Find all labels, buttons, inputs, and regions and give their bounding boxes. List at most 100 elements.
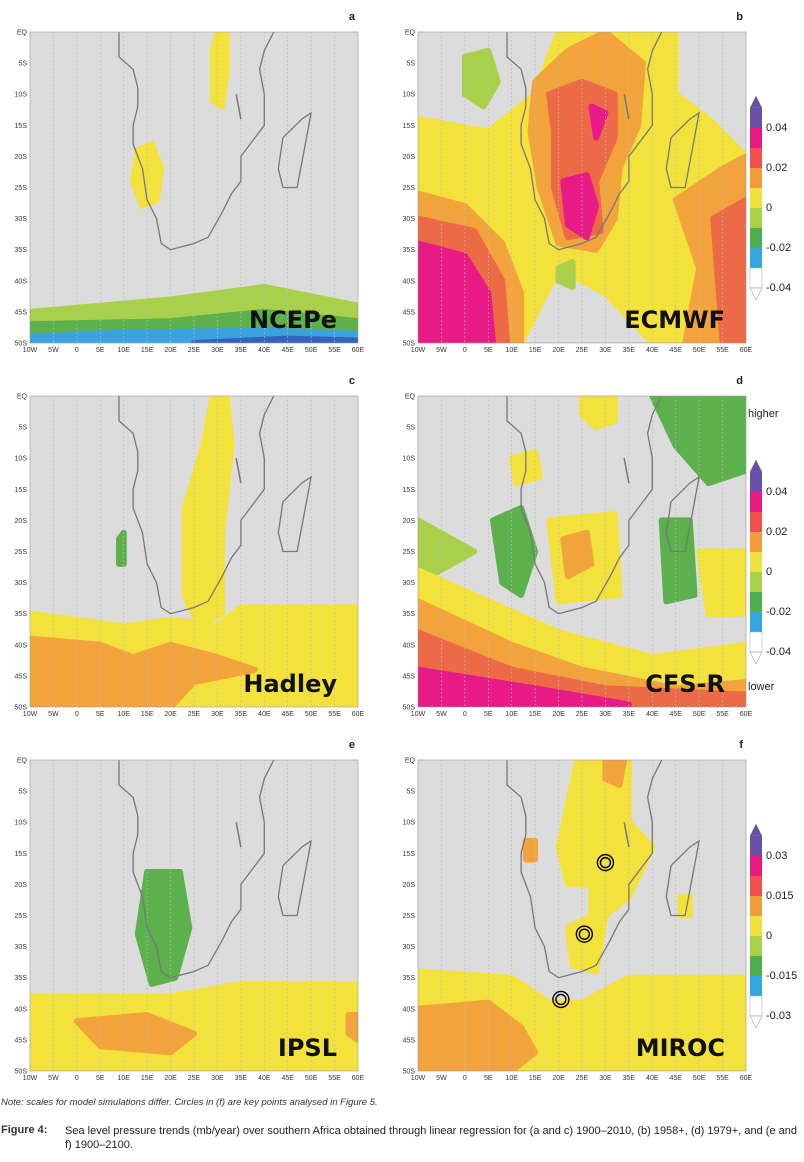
- colorbar-label: 0.03: [766, 850, 787, 862]
- lat-label: 10S: [403, 92, 416, 99]
- lake: [235, 822, 242, 848]
- colorbar-label: -0.02: [766, 606, 791, 618]
- lat-label: 45S: [15, 673, 28, 680]
- contour-fill: [418, 517, 478, 586]
- key-point: [575, 925, 594, 943]
- lon-label: 20E: [164, 347, 177, 354]
- colorbar-segment: [750, 572, 762, 592]
- lon-label: 5E: [484, 711, 493, 718]
- lon-label: 50E: [693, 1075, 706, 1082]
- madagascar: [277, 839, 313, 917]
- contour-fill: [73, 1012, 197, 1056]
- colorbar-segment: [750, 956, 762, 976]
- lat-label: 25S: [15, 913, 28, 920]
- contour-fill: [710, 196, 746, 343]
- lake: [623, 822, 630, 848]
- colorbar-label: 0.02: [766, 526, 787, 538]
- lon-label: 60E: [740, 711, 753, 718]
- lon-label: 25E: [576, 347, 589, 354]
- lat-label: 20S: [403, 154, 416, 161]
- colorbar-segment: [750, 876, 762, 896]
- lon-label: 55E: [328, 347, 341, 354]
- lon-label: 30E: [211, 711, 224, 718]
- lon-label: 50E: [305, 347, 318, 354]
- map: [30, 396, 358, 707]
- contour-fill: [345, 1012, 358, 1043]
- contour-fill: [191, 335, 358, 343]
- lon-label: 50E: [305, 1075, 318, 1082]
- lake: [235, 458, 242, 484]
- lon-label: 15E: [141, 1075, 154, 1082]
- lake: [623, 94, 630, 120]
- lat-label: 5S: [18, 789, 27, 796]
- lon-label: 45E: [281, 347, 294, 354]
- lon-label: 35E: [235, 711, 248, 718]
- lat-label: 25S: [15, 549, 28, 556]
- lon-label: 0: [75, 711, 79, 718]
- madagascar: [277, 475, 313, 553]
- lat-label: 10S: [15, 92, 28, 99]
- colorbar-segment: [749, 267, 763, 289]
- lat-label: 20S: [15, 882, 28, 889]
- lon-label: 60E: [740, 347, 753, 354]
- colorbar-label: 0: [766, 566, 772, 578]
- colorbar-cap: [749, 823, 763, 837]
- lon-label: 10E: [117, 711, 130, 718]
- lon-label: 25E: [576, 1075, 589, 1082]
- lat-label: 50S: [15, 341, 28, 348]
- lake: [235, 94, 242, 120]
- contour-fill: [418, 240, 496, 343]
- map-frame: [417, 395, 747, 708]
- lon-label: 5E: [484, 1075, 493, 1082]
- map-frame: [29, 31, 359, 344]
- lon-label: 60E: [352, 347, 365, 354]
- lon-label: 45E: [669, 711, 682, 718]
- lat-label: 45S: [403, 1037, 416, 1044]
- key-point: [552, 990, 570, 1009]
- lon-label: 45E: [281, 711, 294, 718]
- lon-label: 40E: [258, 347, 271, 354]
- colorbar-label: 0: [766, 202, 772, 214]
- model-name: MIROC: [636, 1034, 725, 1062]
- madagascar: [665, 839, 701, 917]
- model-name: ECMWF: [624, 306, 725, 334]
- lon-label: 20E: [552, 347, 565, 354]
- lat-label: 45S: [15, 309, 28, 316]
- lat-label: 15S: [15, 851, 28, 858]
- lat-label: 15S: [403, 487, 416, 494]
- lat-label: 15S: [403, 123, 416, 130]
- contour-fill: [209, 32, 230, 110]
- colorbar-segment: [750, 916, 762, 936]
- coastline: [506, 32, 663, 251]
- lon-label: 15E: [529, 347, 542, 354]
- lon-label: 10W: [411, 347, 426, 354]
- colorbar-segment: [750, 552, 762, 572]
- model-name: NCEPe: [249, 306, 337, 334]
- contour-fill: [461, 47, 501, 110]
- panel-letter: b: [736, 11, 743, 23]
- colorbar-segment: [750, 856, 762, 876]
- colorbar-segment: [750, 836, 762, 856]
- colorbar-segment: [750, 128, 762, 148]
- model-name: Hadley: [243, 670, 337, 698]
- lat-label: 50S: [403, 705, 416, 712]
- map-frame: [417, 759, 747, 1072]
- colorbar-segment: [749, 631, 763, 653]
- lon-label: 60E: [740, 1075, 753, 1082]
- lon-label: 10W: [23, 711, 38, 718]
- lon-label: 20E: [164, 1075, 177, 1082]
- lon-label: 60E: [352, 1075, 365, 1082]
- lon-label: 5W: [48, 711, 59, 718]
- lon-label: 0: [463, 347, 467, 354]
- lon-label: 5W: [436, 347, 447, 354]
- lon-label: 5W: [436, 711, 447, 718]
- lat-label: 35S: [15, 611, 28, 618]
- lon-label: 10W: [411, 1075, 426, 1082]
- lat-label: 30S: [15, 216, 28, 223]
- colorbar-segment: [750, 188, 762, 208]
- colorbar-cap: [749, 1015, 763, 1029]
- colorbar-segment: [750, 108, 762, 128]
- panel-letter: e: [349, 739, 355, 751]
